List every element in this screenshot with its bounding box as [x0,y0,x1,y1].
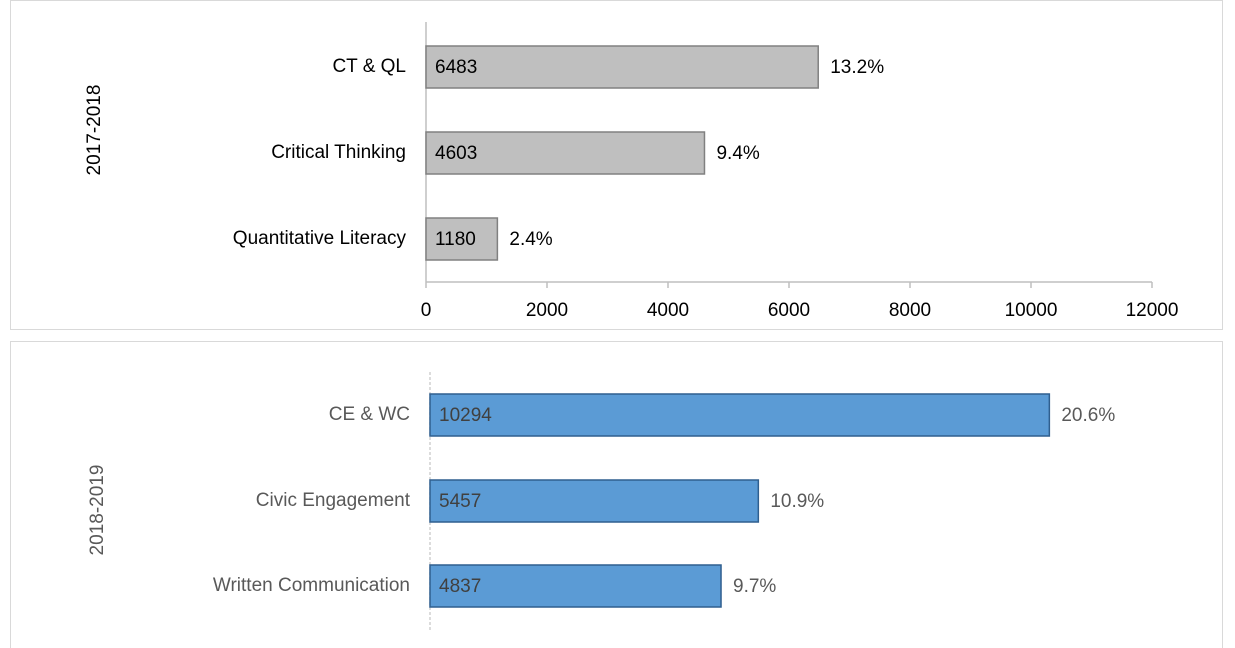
x-tick-label: 10000 [1005,300,1058,321]
bar [429,393,1051,437]
category-label: Quantitative Literacy [233,228,407,249]
percent-label: 10.9% [770,491,824,512]
percent-label: 13.2% [830,57,884,78]
bar [425,217,499,261]
bar [429,564,722,608]
bar [425,131,706,175]
percent-label: 2.4% [509,229,552,250]
x-tick-label: 8000 [889,300,931,321]
bar-value-label: 5457 [439,491,481,512]
bar [425,45,819,89]
x-tick-label: 6000 [768,300,810,321]
percent-label: 9.7% [733,576,776,597]
axis-label: 2017-2018 [84,85,105,176]
category-label: Critical Thinking [271,142,406,163]
x-tick-label: 4000 [647,300,689,321]
bar-value-label: 4837 [439,576,481,597]
x-tick-label: 12000 [1126,300,1179,321]
bar-value-label: 10294 [439,405,492,426]
category-label: CE & WC [329,404,410,425]
percent-label: 20.6% [1061,405,1115,426]
bar [429,479,760,523]
bar-value-label: 6483 [435,57,477,78]
category-label: Civic Engagement [256,490,411,511]
axis-label: 2018-2019 [87,465,108,556]
percent-label: 9.4% [716,143,759,164]
x-tick-label: 2000 [526,300,568,321]
category-label: Written Communication [213,575,410,596]
category-label: CT & QL [332,56,406,77]
bar-value-label: 1180 [435,229,476,250]
x-tick-label: 0 [421,300,432,321]
bar-value-label: 4603 [435,143,477,164]
